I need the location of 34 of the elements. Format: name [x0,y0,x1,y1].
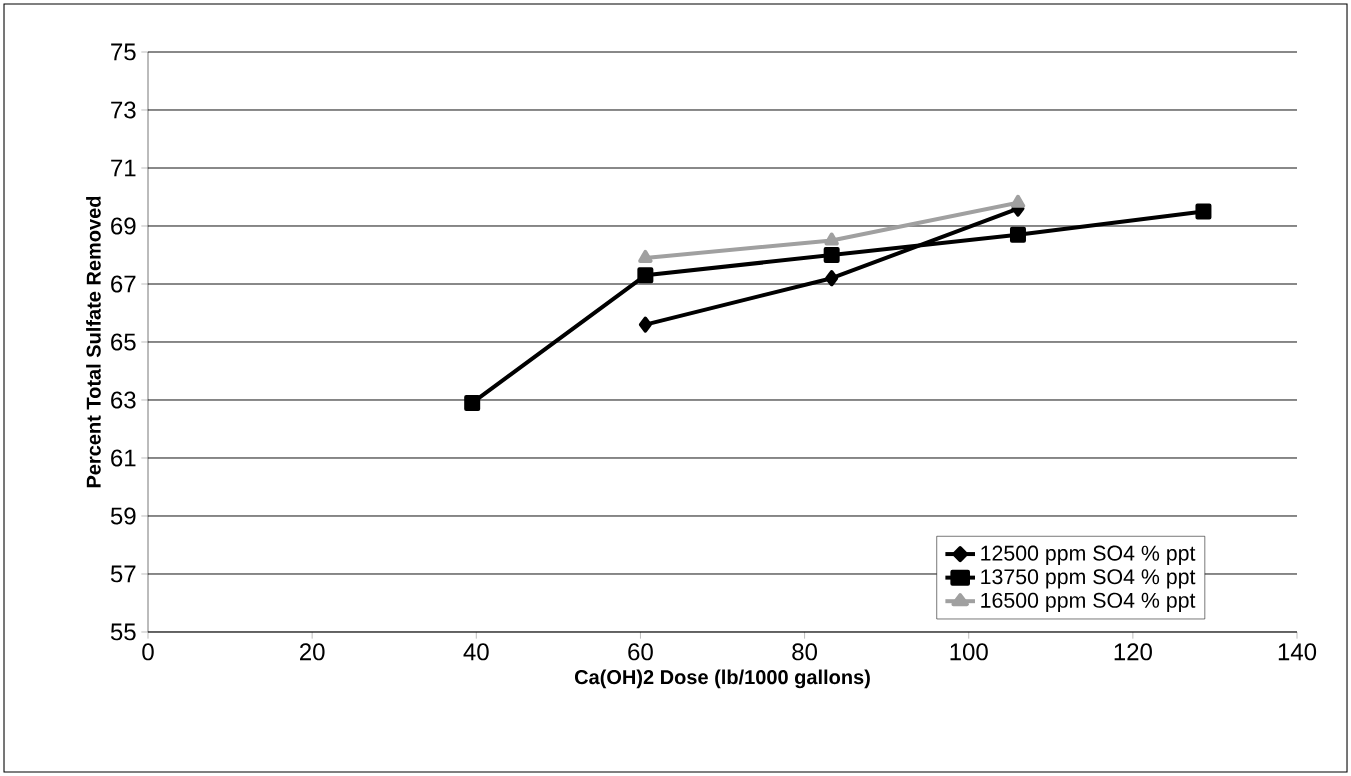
point [1010,194,1026,208]
y-tick-label: 57 [110,565,136,583]
point [824,232,839,246]
x-tick-label: 140 [1278,643,1317,661]
point [1195,203,1212,220]
legend-label: 13750 ppm SO4 % ppt [981,569,1196,589]
point [638,316,652,333]
point [464,394,481,411]
point [823,247,840,263]
y-tick-label: 73 [111,101,136,119]
y-tick-label: 61 [111,449,136,467]
x-axis-title: Ca(OH)2 Dose (lb/1000 gallons) [574,669,870,689]
y-tick-label: 67 [111,275,136,293]
x-tick-label: 80 [792,643,817,661]
point [638,249,653,263]
point [637,267,654,284]
point [825,270,839,287]
y-axis-title: Percent Total Sulfate Removed [86,196,101,488]
x-tick-label: 120 [1114,643,1152,661]
y-tick-label: 71 [111,159,136,177]
x-tick-label: 20 [300,643,325,661]
x-tick-label: 60 [628,643,653,661]
y-tick-label: 69 [111,217,136,235]
x-tick-label: 0 [142,643,154,661]
y-tick-label: 55 [110,623,136,641]
x-tick-label: 40 [463,643,489,661]
y-tick-label: 75 [111,43,136,61]
y-tick-label: 59 [110,507,136,525]
y-tick-label: 63 [111,391,136,409]
legend-label: 16500 ppm SO4 % ppt [981,592,1196,613]
x-tick-label: 100 [950,643,988,661]
legend-label: 12500 ppm SO4 % ppt [981,545,1196,565]
y-tick-label: 65 [111,333,136,351]
point [1009,226,1026,243]
